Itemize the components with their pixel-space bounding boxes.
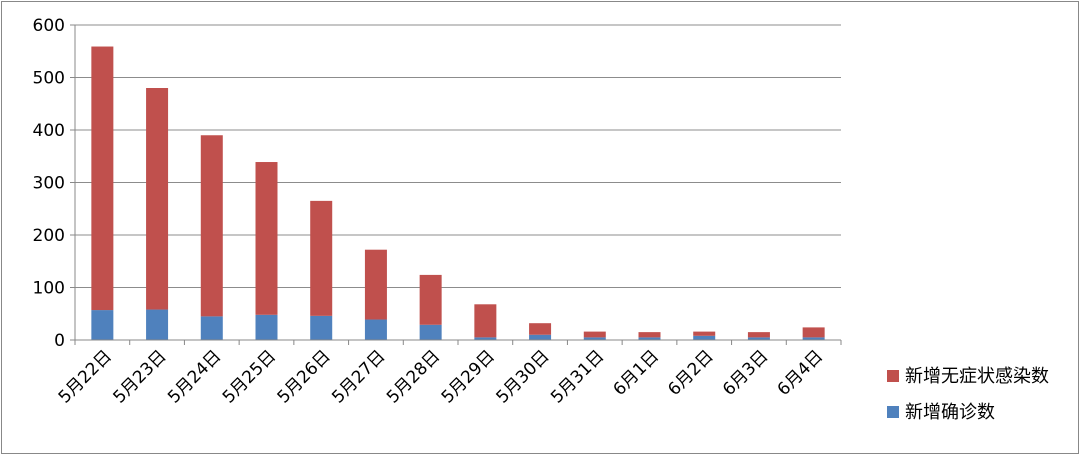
x-tick-label: 6月1日: [610, 346, 663, 399]
x-tick-label: 5月23日: [109, 346, 170, 407]
y-tick-label: 100: [33, 279, 65, 299]
bar-segment: [802, 327, 825, 338]
y-tick-label: 500: [33, 69, 65, 89]
bar-segment: [419, 274, 442, 325]
x-tick-label: 6月4日: [774, 346, 827, 399]
x-tick-label: 5月25日: [219, 346, 280, 407]
x-tick-label: 5月31日: [547, 346, 608, 407]
bar-segment: [419, 324, 442, 340]
bar-segment: [310, 200, 333, 316]
x-tick-label: 5月26日: [274, 346, 335, 407]
legend-label: 新增无症状感染数: [905, 366, 1049, 387]
bars: [91, 46, 825, 340]
y-tick-label: 600: [33, 16, 65, 36]
x-tick-label: 5月24日: [164, 346, 225, 407]
x-tick-label: 6月3日: [719, 346, 772, 399]
x-tick-label: 6月2日: [664, 346, 717, 399]
bar-segment: [474, 304, 497, 338]
bar-segment: [91, 46, 114, 311]
bar-segment: [747, 332, 770, 338]
x-tick-label: 5月29日: [438, 346, 499, 407]
bar-segment: [364, 249, 387, 320]
gridlines: [75, 24, 841, 288]
y-tick-label: 300: [33, 174, 65, 194]
legend-swatch: [887, 370, 899, 382]
bar-segment: [146, 309, 169, 340]
y-tick-label: 0: [54, 331, 65, 351]
y-axis: 0 100 200 300 400 500 600: [33, 16, 76, 351]
bar-segment: [747, 337, 770, 340]
bar-segment: [474, 337, 497, 340]
bar-segment: [146, 88, 169, 310]
x-tick-label: 5月27日: [328, 346, 389, 407]
bar-segment: [583, 331, 606, 338]
x-axis: 5月22日5月23日5月24日5月25日5月26日5月27日5月28日5月29日…: [55, 339, 842, 408]
bar-segment: [310, 315, 333, 340]
bar-segment: [364, 319, 387, 340]
y-tick-label: 200: [33, 226, 65, 246]
x-tick-label: 5月22日: [55, 346, 116, 407]
bar-segment: [255, 162, 278, 315]
legend-label: 新增确诊数: [905, 402, 995, 423]
bar-segment: [91, 310, 114, 340]
bar-segment: [200, 316, 223, 340]
x-tick-label: 5月30日: [492, 346, 553, 407]
bar-segment: [693, 331, 716, 336]
bar-segment: [693, 335, 716, 340]
bar-segment: [638, 337, 661, 340]
bar-segment: [802, 337, 825, 340]
bar-segment: [200, 135, 223, 317]
bar-segment: [529, 323, 552, 335]
x-tick-label: 5月28日: [383, 346, 444, 407]
bar-segment: [255, 314, 278, 340]
bar-segment: [529, 334, 552, 340]
legend-swatch: [887, 406, 899, 418]
y-tick-label: 400: [33, 121, 65, 141]
bar-segment: [638, 332, 661, 338]
bar-segment: [583, 337, 606, 340]
